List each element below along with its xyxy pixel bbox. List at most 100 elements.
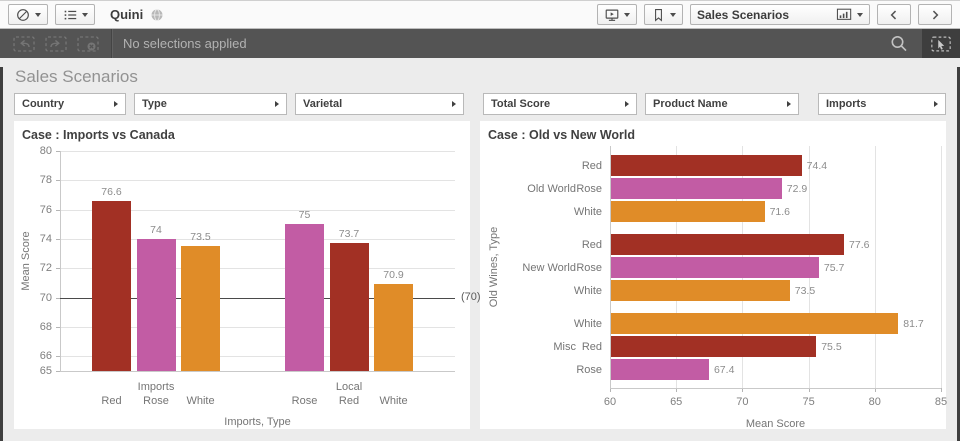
compass-icon (15, 7, 31, 23)
y-axis-tick-label: 68 (39, 321, 52, 333)
filter-country[interactable]: Country (14, 93, 126, 115)
undo-selection-icon[interactable] (12, 34, 36, 54)
bar-misc-white[interactable] (611, 313, 899, 334)
selections-tool-button[interactable] (922, 29, 960, 58)
x-axis-title: Mean Score (745, 418, 806, 430)
filter-product-name[interactable]: Product Name (645, 93, 799, 115)
y-axis-category-label: White (573, 318, 602, 330)
list-icon (62, 7, 78, 23)
sheet-title: Sales Scenarios (15, 67, 138, 86)
selections-bar: No selections applied (0, 29, 960, 58)
top-toolbar: Quini Sales Scenarios (0, 1, 960, 29)
filter-total-score[interactable]: Total Score (483, 93, 637, 115)
bar-old-world-white[interactable] (611, 201, 765, 222)
selections-status: No selections applied (123, 36, 247, 51)
x-axis-category-label: Rose (143, 395, 169, 407)
y-axis-group-label: New World (522, 261, 576, 274)
global-menu-button[interactable] (8, 4, 48, 25)
y-axis-tick-label: 72 (39, 262, 52, 275)
divider (111, 29, 113, 58)
caret-down-icon (624, 12, 630, 17)
bar-new-world-red[interactable] (611, 234, 845, 255)
bar-imports-rose[interactable] (136, 239, 176, 371)
gridline (60, 209, 455, 211)
filter-label: Varietal (303, 98, 343, 110)
bar-local-white[interactable] (374, 284, 413, 371)
app-overview-button[interactable] (55, 4, 95, 25)
bar-new-world-rose[interactable] (611, 257, 819, 278)
filter-varietal[interactable]: Varietal (295, 93, 464, 115)
y-axis-tick (56, 327, 60, 328)
clear-selections-icon[interactable] (76, 34, 100, 54)
y-axis-title: Mean Score (20, 231, 32, 291)
x-axis-tick-label: 70 (736, 396, 749, 408)
bar-local-red[interactable] (329, 243, 369, 371)
bar-new-world-white[interactable] (611, 280, 790, 301)
right-arrow-icon (934, 101, 938, 107)
redo-selection-icon[interactable] (44, 34, 68, 54)
bar-value-label: 74.4 (806, 160, 828, 172)
filter-label: Imports (826, 98, 867, 110)
gridline (60, 327, 455, 328)
chart-panels: Case : Imports vs Canada 80 78 76 74 72 70 68 6… (14, 121, 947, 430)
caret-down-icon (857, 12, 863, 17)
y-axis-tick (56, 239, 60, 240)
caret-down-icon (35, 12, 41, 17)
y-axis-line (610, 146, 611, 388)
bar-imports-white[interactable] (181, 246, 220, 371)
caret-down-icon (670, 12, 676, 17)
x-axis-group-label: Local (335, 381, 363, 393)
sheet-selector-right (836, 7, 863, 22)
bar-old-world-rose[interactable] (611, 178, 782, 199)
filter-type[interactable]: Type (134, 93, 287, 115)
bar-old-world-red[interactable] (611, 155, 802, 176)
previous-sheet-button[interactable] (877, 4, 911, 25)
bar-value-label: 67.4 (713, 364, 735, 376)
y-axis-category-label: White (573, 285, 602, 297)
bar-value-label: 75.7 (823, 262, 845, 274)
x-axis-tick-label: 80 (868, 396, 881, 408)
x-axis-tick-label: 75 (802, 396, 815, 408)
chevron-right-icon (928, 8, 942, 22)
search-icon[interactable] (888, 33, 910, 55)
bar-chart-icon (836, 7, 853, 22)
x-axis-line (610, 388, 941, 389)
sheet-area: Sales Scenarios Country Type Varietal Total… (0, 67, 960, 441)
right-arrow-icon (275, 101, 279, 107)
globe-icon (150, 8, 164, 22)
gridline (60, 180, 455, 182)
chart-panel-imports-vs-canada: Case : Imports vs Canada 80 78 76 74 72 70 68 6… (14, 121, 481, 429)
y-axis-tick (56, 209, 60, 211)
y-axis-group-label: Old World (527, 182, 576, 195)
y-axis-category-label: Red (581, 239, 602, 251)
bar-value-label: 81.7 (903, 318, 924, 330)
y-axis-tick-label: 78 (39, 174, 52, 187)
y-axis-tick-label: 74 (39, 233, 52, 245)
chevron-left-icon (887, 8, 901, 22)
caret-down-icon (82, 12, 88, 17)
bar-value-label: 71.6 (769, 206, 791, 218)
bookmark-icon (651, 7, 666, 23)
x-axis-tick (610, 388, 611, 392)
y-axis-tick-label: 65 (39, 365, 52, 377)
sheet-selector-button[interactable]: Sales Scenarios (690, 4, 870, 25)
x-axis-category-label: Red (101, 395, 122, 407)
y-axis-category-label: Red (581, 341, 602, 353)
y-axis-category-label: Rose (576, 262, 602, 274)
x-axis-tick (742, 388, 744, 392)
bar-local-rose[interactable] (285, 224, 324, 371)
bar-misc-rose[interactable] (611, 359, 709, 380)
bookmarks-button[interactable] (644, 4, 683, 25)
y-axis-category-label: Rose (576, 183, 602, 195)
gridline (941, 146, 942, 388)
next-sheet-button[interactable] (918, 4, 952, 25)
bar-imports-red[interactable] (92, 200, 131, 371)
bar-value-label: 72.9 (786, 183, 808, 195)
filter-label: Product Name (653, 98, 728, 110)
storytelling-button[interactable] (597, 4, 637, 25)
filter-imports[interactable]: Imports (818, 93, 946, 115)
bar-misc-red[interactable] (611, 336, 817, 357)
bar-value-label: 75 (298, 209, 311, 222)
filter-row: Country Type Varietal Total Score Product Na… (14, 93, 946, 115)
